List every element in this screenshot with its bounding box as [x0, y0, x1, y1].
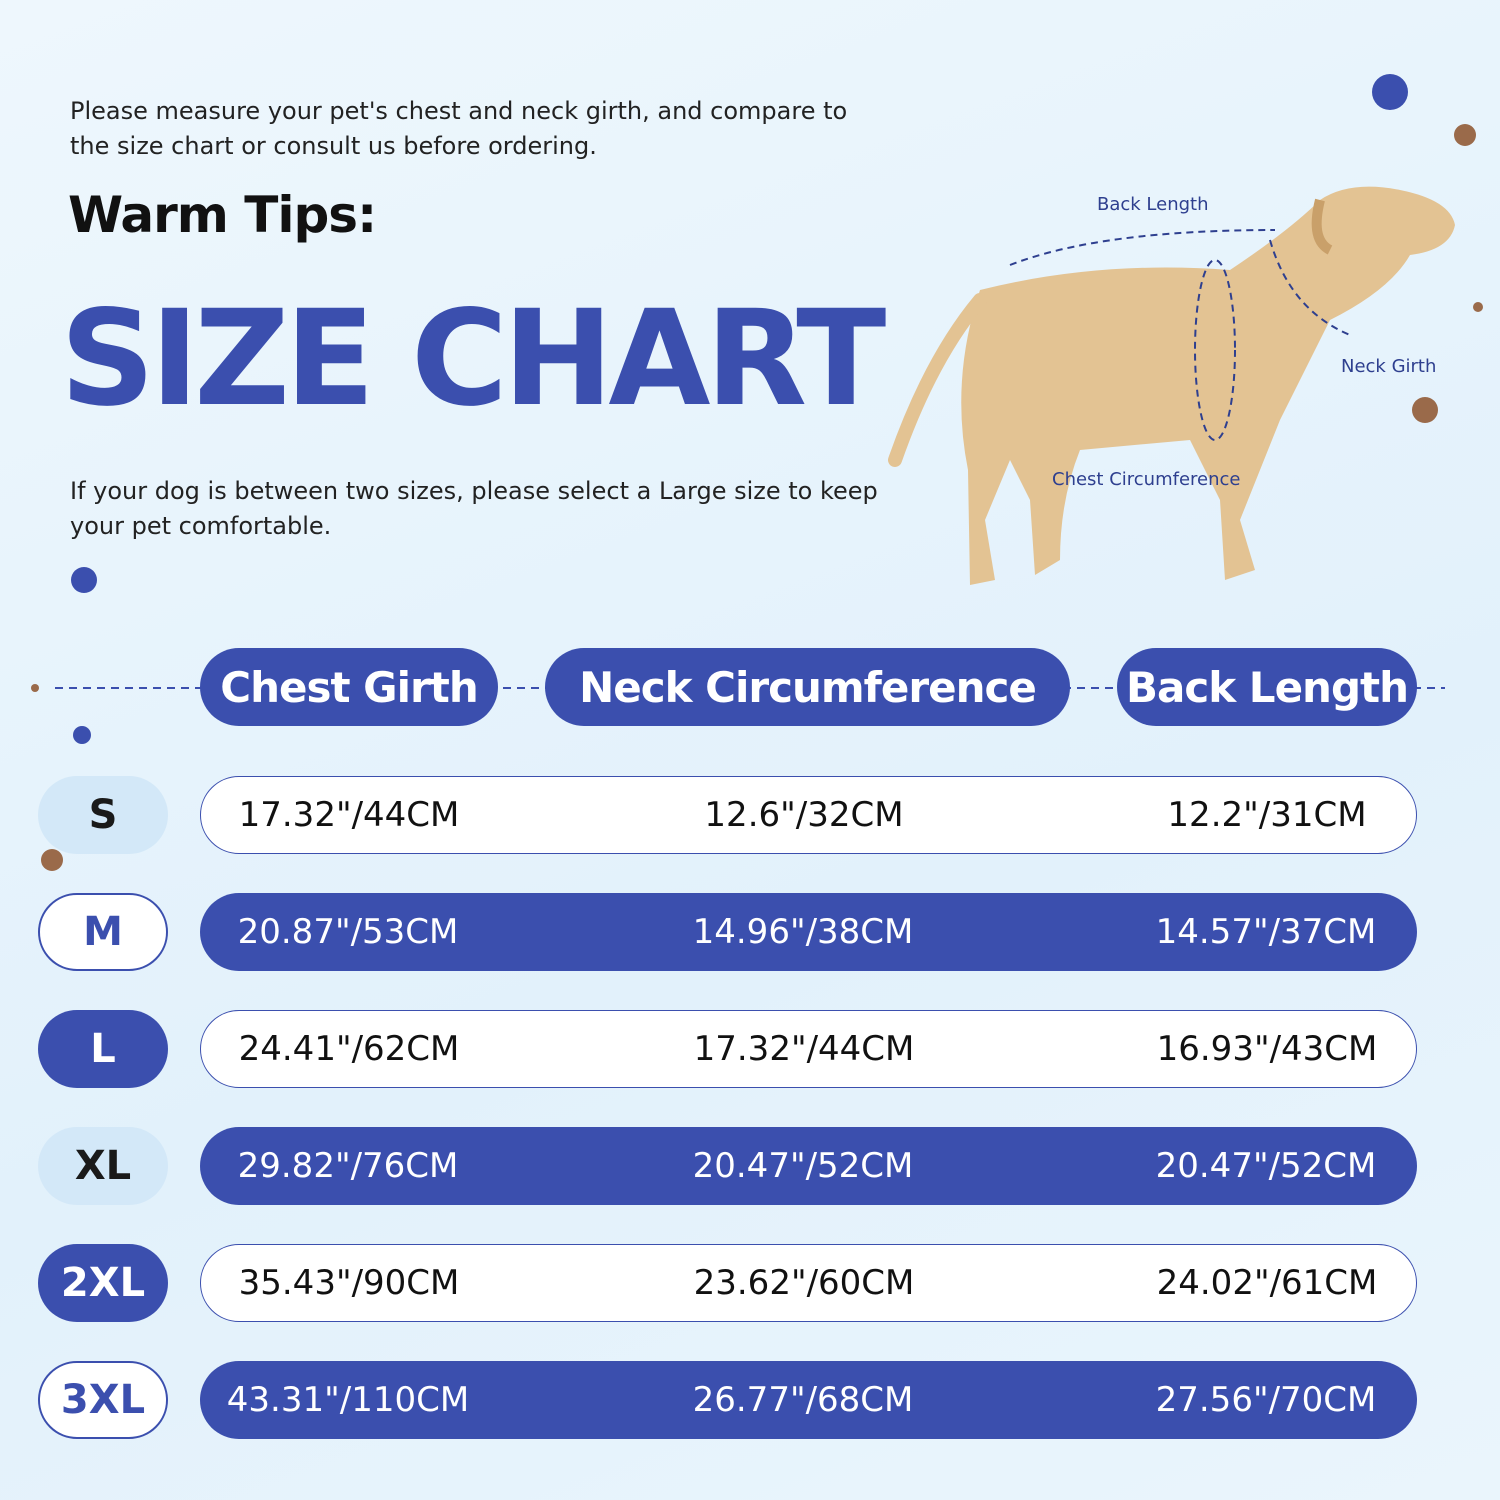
diagram-label: Back Length	[1097, 194, 1209, 215]
measurement-cell: 17.32"/44CM	[238, 795, 460, 835]
measurement-cell: 24.02"/61CM	[1156, 1263, 1378, 1303]
measurement-cell: 14.57"/37CM	[1155, 912, 1377, 952]
size-label: 2XL	[38, 1244, 168, 1322]
intro-text: Please measure your pet's chest and neck…	[70, 97, 848, 160]
size-label: S	[38, 776, 168, 854]
measurement-cell: 12.2"/31CM	[1167, 795, 1367, 835]
dog-illustration	[888, 186, 1455, 585]
size-row: 35.43"/90CM 23.62"/60CM 24.02"/61CM	[200, 1244, 1417, 1322]
measurement-cell: 20.47"/52CM	[692, 1146, 914, 1186]
measurement-cell: 43.31"/110CM	[226, 1380, 470, 1420]
measurement-cell: 29.82"/76CM	[237, 1146, 459, 1186]
measurement-cell: 16.93"/43CM	[1156, 1029, 1378, 1069]
measurement-cell: 20.87"/53CM	[237, 912, 459, 952]
size-row: 29.82"/76CM 20.47"/52CM 20.47"/52CM	[200, 1127, 1417, 1205]
measurement-cell: 17.32"/44CM	[693, 1029, 915, 1069]
diagram-label: Chest Circumference	[1052, 469, 1241, 490]
size-label: M	[38, 893, 168, 971]
measurement-cell: 24.41"/62CM	[238, 1029, 460, 1069]
size-row: 20.87"/53CM 14.96"/38CM 14.57"/37CM	[200, 893, 1417, 971]
size-row: 17.32"/44CM 12.6"/32CM 12.2"/31CM	[200, 776, 1417, 854]
measurement-cell: 35.43"/90CM	[238, 1263, 460, 1303]
column-header: Back Length	[1117, 648, 1417, 726]
measurement-cell: 23.62"/60CM	[693, 1263, 915, 1303]
size-label: 3XL	[38, 1361, 168, 1439]
measurement-cell: 26.77"/68CM	[692, 1380, 914, 1420]
diagram-label: Neck Girth	[1341, 356, 1437, 377]
measurement-cell: 20.47"/52CM	[1155, 1146, 1377, 1186]
size-label: XL	[38, 1127, 168, 1205]
size-row: 43.31"/110CM 26.77"/68CM 27.56"/70CM	[200, 1361, 1417, 1439]
column-header: Chest Girth	[200, 648, 498, 726]
column-header: Neck Circumference	[545, 648, 1070, 726]
measurement-cell: 14.96"/38CM	[692, 912, 914, 952]
title: SIZE CHART	[60, 282, 886, 436]
tips-heading: Warm Tips:	[68, 186, 377, 244]
size-row: 24.41"/62CM 17.32"/44CM 16.93"/43CM	[200, 1010, 1417, 1088]
size-label: L	[38, 1010, 168, 1088]
measurement-cell: 12.6"/32CM	[704, 795, 904, 835]
measurement-cell: 27.56"/70CM	[1155, 1380, 1377, 1420]
note-text: If your dog is between two sizes, please…	[70, 477, 878, 540]
